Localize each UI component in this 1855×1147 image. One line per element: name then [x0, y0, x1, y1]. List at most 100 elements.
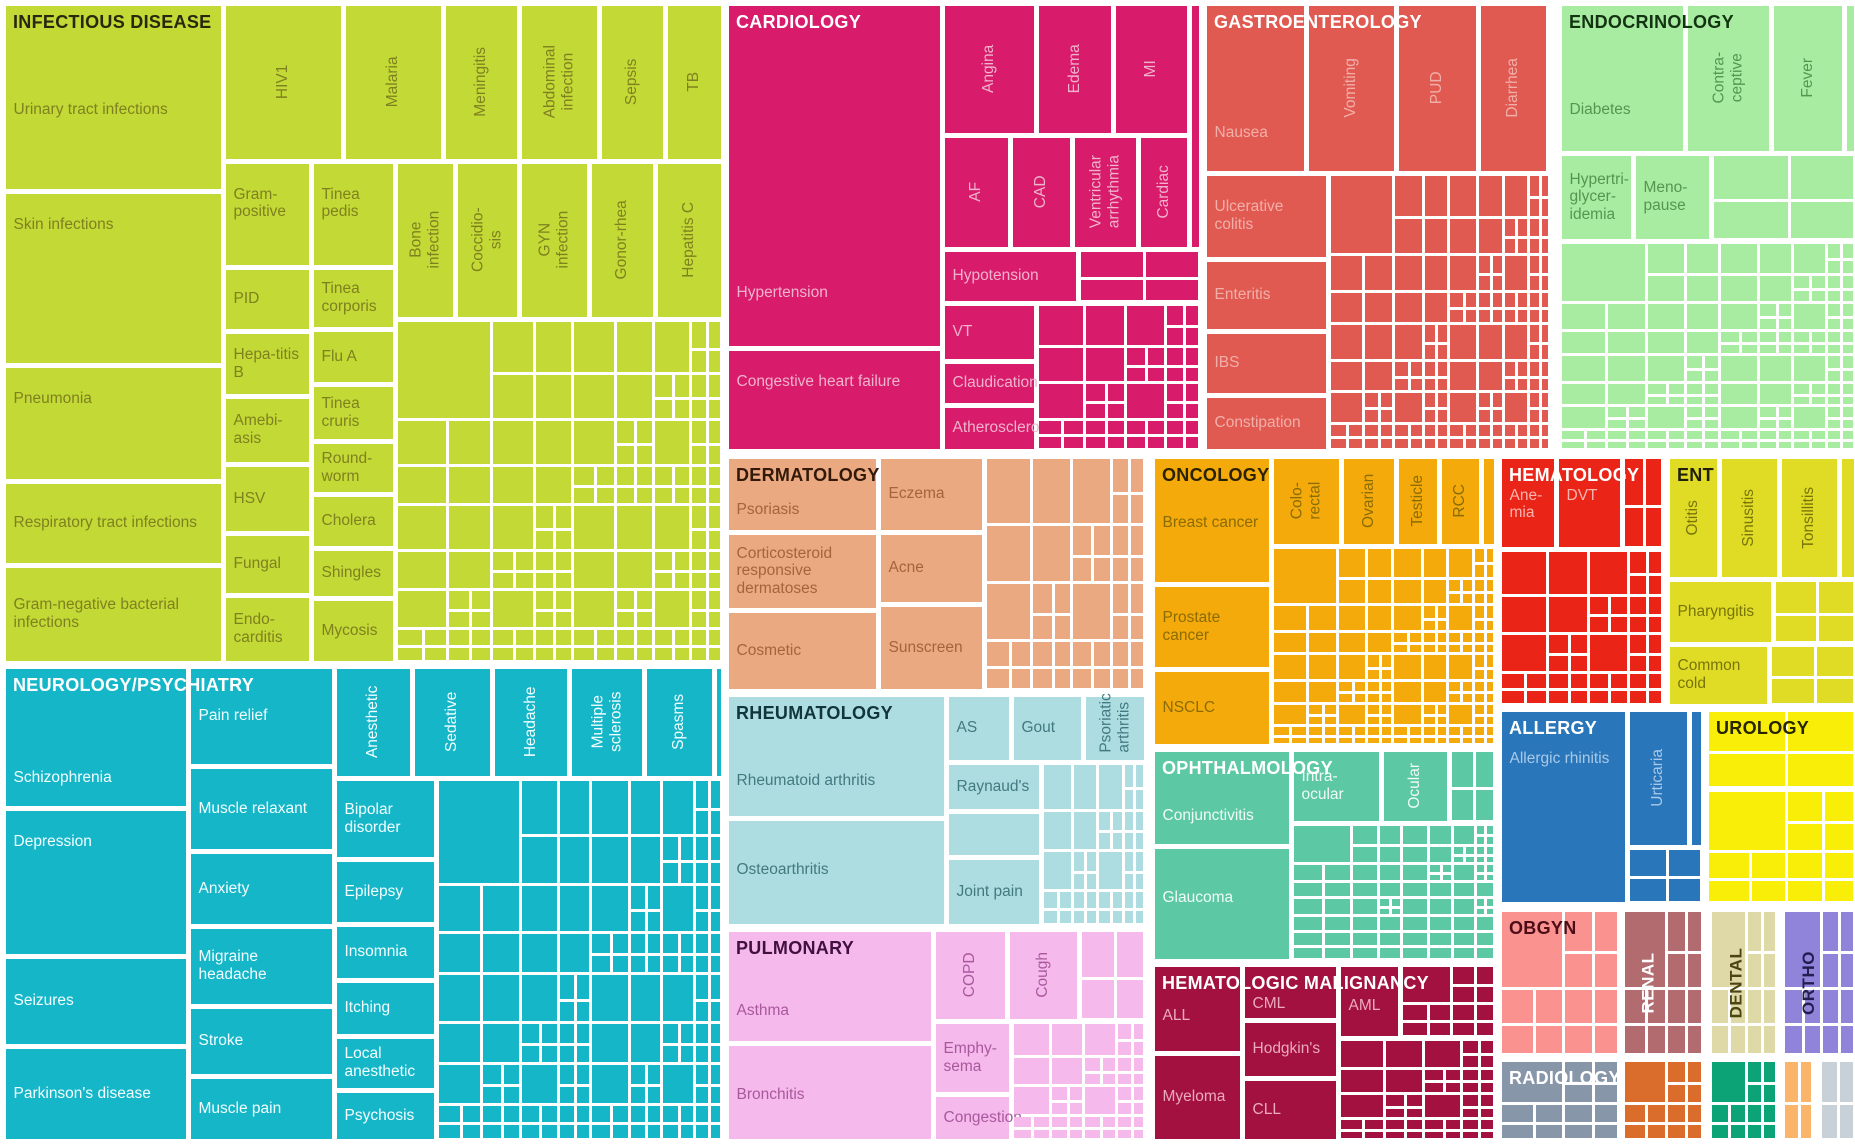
treemap-cell-label: Amebi-asis — [233, 412, 283, 447]
treemap-filler-cell — [1136, 873, 1144, 890]
section-title-gastroenterology: GASTROENTEROLOGY — [1214, 12, 1422, 32]
treemap-cell-label: Epilepsy — [344, 882, 404, 900]
treemap-filler-cell — [1708, 880, 1749, 902]
treemap-filler-cell — [1167, 328, 1183, 346]
treemap-filler-cell — [1424, 410, 1436, 422]
treemap-cell-nausea: Nausea — [1206, 5, 1304, 171]
treemap-filler-cell — [1463, 594, 1472, 604]
treemap-filler-cell — [710, 811, 721, 835]
treemap-filler-cell — [1504, 324, 1527, 359]
treemap-filler-cell — [1308, 727, 1322, 735]
treemap-cell-label: Tinea pedis — [321, 185, 360, 221]
treemap-filler-cell — [1720, 304, 1758, 330]
treemap-filler-cell — [1043, 892, 1057, 908]
treemap-filler-cell — [1445, 1069, 1461, 1081]
treemap-filler-cell — [630, 885, 646, 909]
treemap-cell-label: DVT — [1566, 486, 1598, 504]
treemap-filler-cell — [1775, 615, 1817, 642]
treemap-filler-cell — [1624, 911, 1665, 987]
treemap-cell-label: MI — [1142, 60, 1160, 78]
treemap-cell-hiv1: HIV1 — [225, 5, 341, 159]
treemap-filler-cell — [710, 780, 721, 809]
treemap-cell-psychosis: Psychosis — [336, 1092, 434, 1139]
treemap-cell-cosmetic: Cosmetic — [728, 612, 876, 689]
treemap-cell-label: Cough — [1034, 952, 1052, 998]
treemap-cell-ane-mia: Ane-mia — [1501, 458, 1554, 547]
treemap-filler-cell — [577, 1106, 590, 1123]
treemap-filler-cell — [1778, 319, 1792, 330]
treemap-filler-cell — [1449, 632, 1461, 642]
treemap-cell-urinary-tract-infections: Urinary tract infections — [5, 5, 221, 189]
section-title-oncology: ONCOLOGY — [1162, 465, 1270, 485]
treemap-cell-label: CAD — [1032, 175, 1050, 209]
treemap-filler-cell — [592, 780, 628, 835]
treemap-filler-cell — [1107, 420, 1124, 435]
treemap-filler-cell — [1504, 293, 1516, 308]
treemap-filler-cell — [630, 1065, 646, 1085]
treemap-filler-cell — [1687, 420, 1703, 429]
treemap-filler-cell — [1541, 324, 1549, 342]
treemap-filler-cell — [1379, 846, 1401, 863]
treemap-filler-cell — [1486, 681, 1494, 692]
treemap-filler-cell — [648, 911, 661, 932]
treemap-cell-skin-infections: Skin infections — [5, 193, 221, 363]
treemap-filler-cell — [1476, 908, 1485, 915]
treemap-filler-cell — [1118, 1087, 1131, 1101]
treemap-filler-cell — [1764, 1025, 1776, 1054]
treemap-filler-cell — [986, 458, 1031, 524]
treemap-cell-label: Hepatitis C — [680, 202, 698, 278]
treemap-filler-cell — [1013, 1116, 1032, 1127]
treemap-cell-label: Spasms — [670, 694, 688, 750]
treemap-filler-cell — [592, 934, 611, 954]
treemap-filler-cell — [1293, 825, 1350, 863]
treemap-cell-label: Coccidio-sis — [469, 207, 504, 273]
treemap-filler-cell — [1463, 1108, 1479, 1118]
treemap-filler-cell — [573, 488, 595, 504]
treemap-filler-cell — [1570, 673, 1587, 689]
treemap-filler-cell — [1501, 1061, 1563, 1102]
treemap-filler-cell — [1424, 1095, 1461, 1118]
treemap-filler-cell — [710, 1087, 721, 1104]
treemap-filler-cell — [1843, 407, 1854, 418]
treemap-filler-cell — [504, 1106, 519, 1123]
treemap-cell-meningitis: Meningitis — [445, 5, 517, 159]
treemap-filler-cell — [1687, 1025, 1702, 1054]
treemap-cell-label: Bone infection — [407, 211, 442, 269]
treemap-filler-cell — [492, 573, 514, 589]
treemap-filler-cell — [630, 911, 646, 932]
treemap-cell-label: Tinea cruris — [321, 394, 360, 430]
treemap-filler-cell — [1561, 442, 1584, 449]
treemap-filler-cell — [1393, 548, 1421, 577]
treemap-filler-cell — [1607, 431, 1627, 440]
treemap-filler-cell — [1365, 424, 1379, 437]
treemap-filler-cell — [1843, 276, 1854, 289]
treemap-filler-cell — [654, 630, 672, 646]
treemap-filler-cell — [1070, 1087, 1083, 1101]
treemap-filler-cell — [1479, 275, 1491, 290]
treemap-filler-cell — [1393, 579, 1421, 604]
treemap-filler-cell — [1821, 1104, 1838, 1139]
treemap-filler-cell — [1479, 293, 1491, 308]
treemap-filler-cell — [592, 975, 628, 1021]
treemap-filler-cell — [1382, 669, 1391, 679]
treemap-cell-pharyngitis: Pharyngitis — [1669, 581, 1771, 642]
treemap-filler-cell — [1474, 594, 1484, 604]
treemap-filler-cell — [1504, 361, 1516, 376]
treemap-filler-cell — [483, 1106, 502, 1123]
treemap-filler-cell — [1324, 737, 1336, 744]
treemap-filler-cell — [1647, 332, 1685, 353]
section-title-pulmonary: PULMONARY — [736, 938, 855, 958]
treemap-filler-cell — [663, 1046, 678, 1063]
treemap-filler-cell — [1687, 304, 1718, 330]
treemap-filler-cell — [1124, 811, 1134, 831]
treemap-filler-cell — [710, 1046, 721, 1063]
treemap-filler-cell — [483, 1125, 502, 1139]
treemap-filler-cell — [1479, 324, 1502, 359]
treemap-filler-cell — [1827, 383, 1841, 394]
treemap-filler-cell — [1549, 691, 1568, 704]
treemap-filler-cell — [1124, 833, 1134, 849]
treemap-filler-cell — [1034, 1116, 1050, 1127]
treemap-filler-cell — [1052, 1130, 1068, 1139]
treemap-filler-cell — [1541, 175, 1549, 196]
treemap-filler-cell — [516, 648, 534, 661]
